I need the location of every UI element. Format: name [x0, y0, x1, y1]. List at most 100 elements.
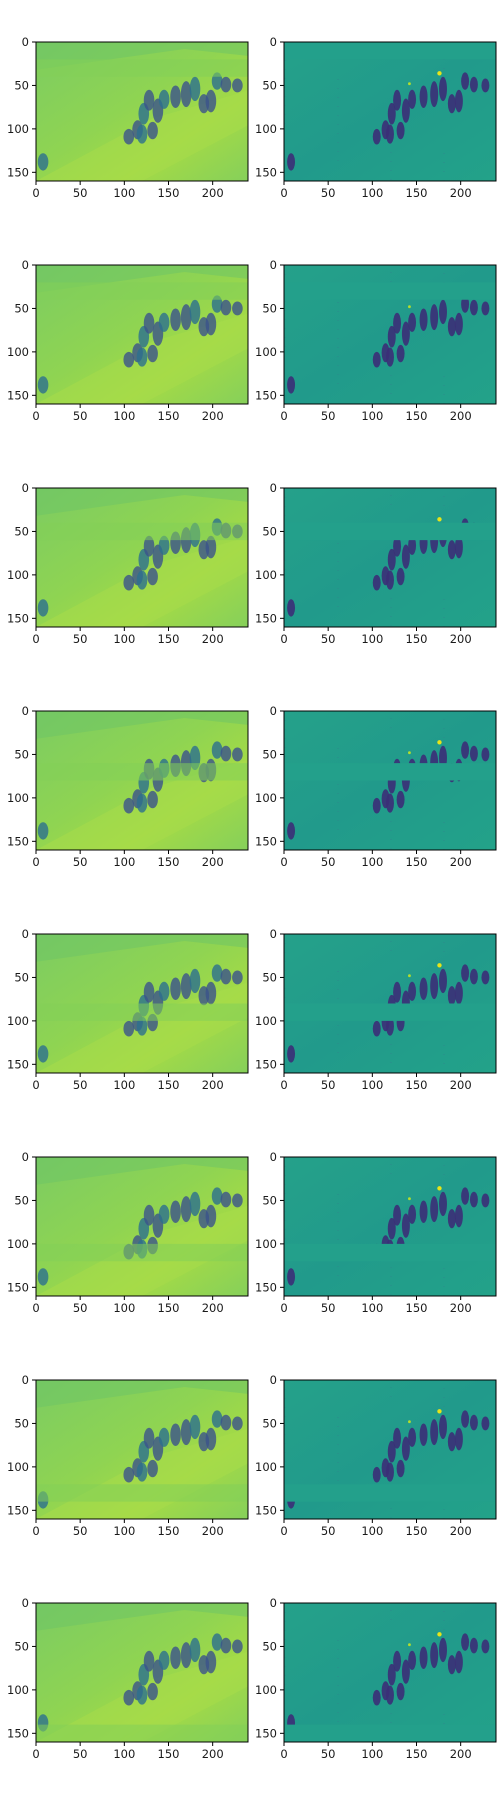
texture-speck: [337, 1203, 339, 1204]
texture-speck: [443, 153, 445, 154]
texture-speck: [337, 829, 339, 830]
figure-blob: [287, 1045, 296, 1063]
figure-blob: [287, 376, 296, 394]
panel-right-row-2: 0 50 100 150 200 0 50 100 150: [255, 258, 497, 423]
texture-speck: [337, 1480, 339, 1481]
texture-speck: [284, 1443, 286, 1444]
highlight-point: [437, 1632, 442, 1637]
figure-blob: [447, 317, 456, 337]
x-tick-label: 50: [73, 632, 88, 646]
x-tick-label: 50: [321, 1747, 336, 1761]
figure-blob: [232, 78, 243, 93]
x-tick-label: 100: [361, 855, 383, 869]
texture-speck: [337, 133, 339, 134]
x-tick-label: 100: [361, 1747, 383, 1761]
texture-speck: [443, 1620, 445, 1621]
texture-speck: [337, 1266, 339, 1267]
figure-blob: [180, 973, 192, 1000]
panel-left-row-1: 0 50 100 150 200 0 50 100 150: [7, 35, 249, 200]
figure-blob: [454, 1427, 463, 1451]
figure-blob: [419, 308, 428, 332]
x-tick-label: 150: [158, 1078, 180, 1092]
texture-speck: [337, 1453, 339, 1454]
figure-blob: [454, 312, 463, 336]
figure-blob: [396, 567, 405, 586]
figure-blob: [232, 301, 243, 316]
y-tick-label: 150: [7, 1057, 29, 1071]
x-tick-label: 150: [158, 1524, 180, 1538]
figure-blob: [189, 1414, 201, 1440]
figure-blob: [211, 1410, 223, 1428]
texture-speck: [337, 151, 339, 152]
y-tick-label: 100: [255, 1014, 277, 1028]
highlight-point: [408, 751, 411, 755]
figure-blob: [143, 1427, 155, 1449]
x-tick-label: 200: [202, 1301, 224, 1315]
y-tick-label: 0: [22, 35, 29, 49]
texture-speck: [443, 1165, 445, 1166]
texture-speck: [337, 1649, 339, 1650]
texture-speck: [337, 748, 339, 749]
figure-blob: [180, 304, 192, 331]
axes-frame: [35, 264, 249, 405]
texture-speck: [337, 757, 339, 758]
x-tick-label: 100: [361, 186, 383, 200]
figure-blob: [143, 535, 155, 557]
smoothed-band: [36, 59, 248, 77]
figure-blob: [481, 1416, 490, 1431]
texture-speck: [337, 1034, 339, 1035]
texture-speck: [390, 1508, 392, 1509]
masked-band: [284, 42, 496, 60]
texture-speck: [337, 142, 339, 143]
y-tick-label: 50: [262, 1193, 277, 1207]
y-tick-label: 50: [14, 524, 29, 538]
texture-speck: [443, 1045, 445, 1046]
texture-speck: [390, 589, 392, 590]
y-tick-label: 50: [262, 301, 277, 315]
texture-speck: [284, 497, 286, 498]
texture-speck: [337, 606, 339, 607]
texture-speck: [443, 376, 445, 377]
axes-frame: [283, 487, 497, 628]
figure-blob: [469, 745, 478, 762]
x-tick-label: 0: [280, 186, 287, 200]
figure-blob: [372, 351, 381, 368]
figure-blob: [387, 102, 396, 125]
texture-speck: [337, 543, 339, 544]
dark-region: [36, 1157, 248, 1185]
panel-right-row-7: 0 50 100 150 200 0 50 100 150: [255, 1373, 497, 1538]
highlight-point: [437, 1186, 442, 1191]
figure-blob: [170, 85, 181, 109]
x-tick-label: 100: [361, 1524, 383, 1538]
x-tick-label: 50: [321, 855, 336, 869]
x-tick-label: 50: [321, 186, 336, 200]
texture-speck: [284, 274, 286, 275]
figure-blob: [37, 1268, 49, 1286]
texture-speck: [443, 822, 445, 823]
figure-blob: [170, 1646, 181, 1670]
figure-blob: [220, 968, 232, 985]
figure-blob: [454, 89, 463, 113]
x-tick-label: 50: [73, 409, 88, 423]
panel-left-row-5: 0 50 100 150 200 0 50 100 150: [7, 927, 249, 1092]
figure-blob: [419, 1200, 428, 1224]
x-tick-label: 200: [450, 855, 472, 869]
x-tick-label: 150: [158, 632, 180, 646]
texture-speck: [443, 162, 445, 163]
texture-speck: [390, 1276, 392, 1277]
figure-blob: [372, 574, 381, 591]
figure-blob: [123, 1020, 135, 1037]
figure-blob: [147, 344, 158, 363]
y-tick-label: 0: [22, 927, 29, 941]
dark-region: [36, 1603, 248, 1631]
figure-blob: [372, 1466, 381, 1483]
figure-blob: [220, 76, 232, 93]
texture-speck: [337, 1435, 339, 1436]
texture-speck: [337, 811, 339, 812]
texture-speck: [284, 1229, 286, 1230]
texture-speck: [337, 1462, 339, 1463]
masked-band: [284, 522, 496, 541]
figure-blob: [419, 85, 428, 109]
y-tick-label: 100: [255, 568, 277, 582]
figure-blob: [372, 1689, 381, 1706]
